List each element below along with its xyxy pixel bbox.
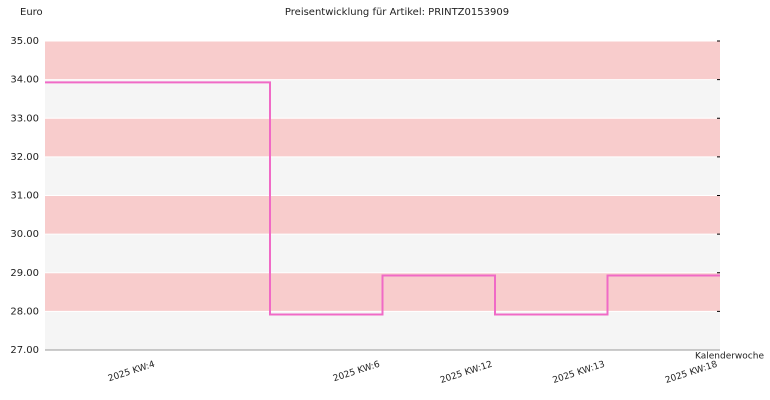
y-tick-label: 31.00 (10, 191, 39, 202)
x-tick-label: 2025 KW:6 (332, 360, 381, 385)
x-tick-label: 2025 KW:18 (664, 360, 719, 386)
x-tick-label: 2025 KW:12 (439, 360, 494, 386)
y-tick-label: 30.00 (10, 229, 39, 240)
y-tick-label: 29.00 (10, 268, 39, 279)
background-band (45, 118, 720, 157)
y-tick-label: 33.00 (10, 113, 39, 124)
x-tick-label: 2025 KW:13 (552, 360, 607, 386)
y-axis-label: Euro (20, 7, 43, 18)
chart-title: Preisentwicklung für Artikel: PRINTZ0153… (285, 7, 509, 18)
background-band (45, 195, 720, 235)
x-axis-label: Kalenderwoche (695, 352, 764, 362)
y-tick-label: 32.00 (10, 152, 39, 163)
y-tick-label: 34.00 (10, 75, 39, 86)
background-band (45, 156, 720, 196)
background-band (45, 311, 720, 350)
background-band (45, 79, 720, 119)
x-tick-label: 2025 KW:4 (107, 360, 156, 385)
background-band (45, 41, 720, 80)
background-band (45, 234, 720, 273)
y-tick-label: 28.00 (10, 306, 39, 317)
price-line (45, 81, 720, 316)
y-tick-label: 27.00 (10, 345, 39, 356)
y-tick-label: 35.00 (10, 36, 39, 47)
